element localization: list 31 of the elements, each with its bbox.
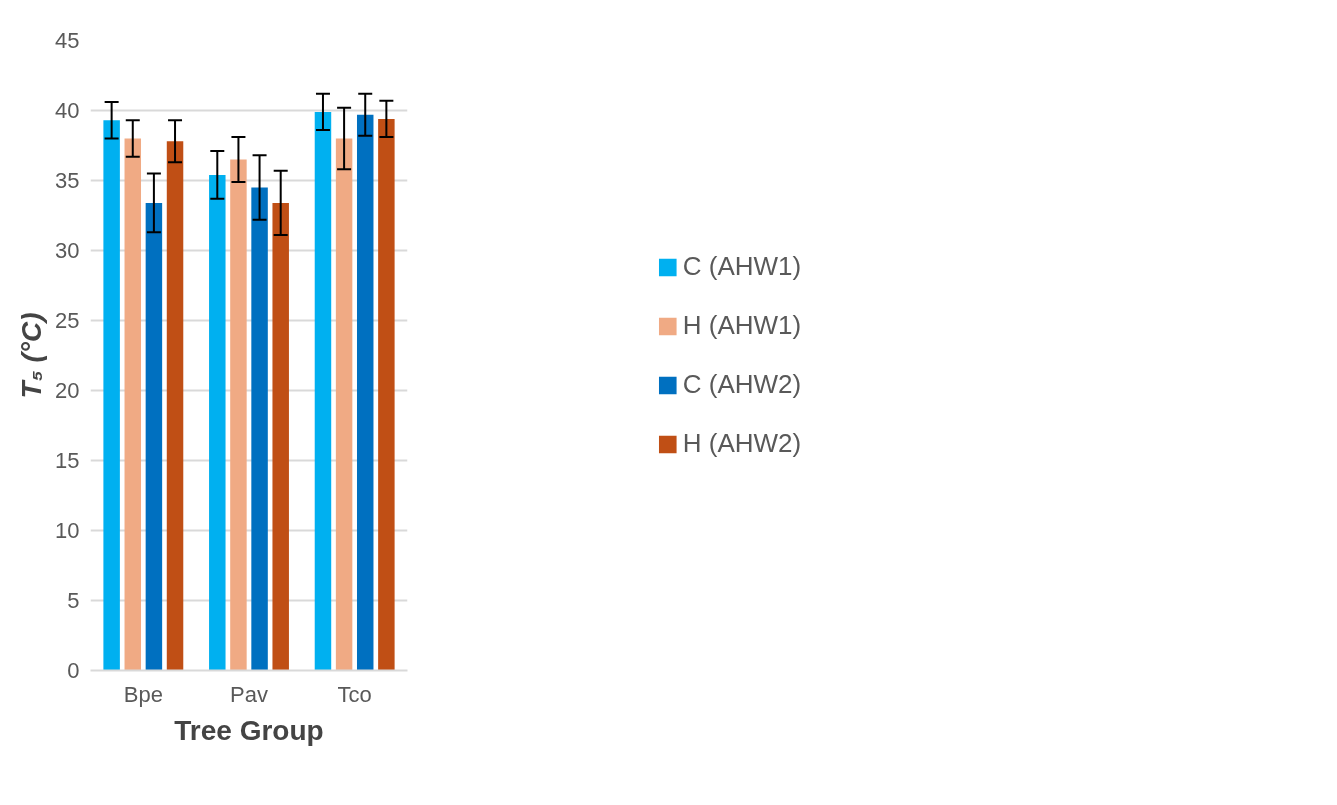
bar [356,114,374,671]
x-tick-label: Tco [337,681,372,707]
bar [103,120,120,671]
bar [378,118,395,671]
y-tick-label: 5 [67,588,80,613]
bar [124,138,142,671]
bar [272,202,289,671]
legend-label: H (AHW2) [682,428,802,459]
y-tick-label: 25 [55,308,80,333]
legend-label: H (AHW1) [682,310,802,341]
bar [209,174,226,671]
legend-label: C (AHW1) [682,251,802,282]
y-tick-label: 20 [55,378,80,403]
x-axis-title: Tree Group [174,714,324,746]
bar [314,111,332,671]
bar [230,159,247,671]
x-tick-label: Pav [230,681,268,707]
y-tick-label: 15 [55,448,80,473]
bar [145,202,163,671]
y-tick-label: 35 [55,168,80,193]
bar [251,187,268,671]
y-axis-title: T₅ (°C) [16,312,48,399]
y-tick-label: 10 [55,518,80,543]
x-tick-label: Bpe [123,681,163,707]
y-tick-label: 45 [55,28,80,53]
y-tick-label: 40 [55,98,80,123]
legend-label: C (AHW2) [682,369,802,400]
y-tick-label: 30 [55,238,80,263]
bar [166,141,184,671]
y-tick-label: 0 [67,658,80,683]
bar [335,138,353,671]
